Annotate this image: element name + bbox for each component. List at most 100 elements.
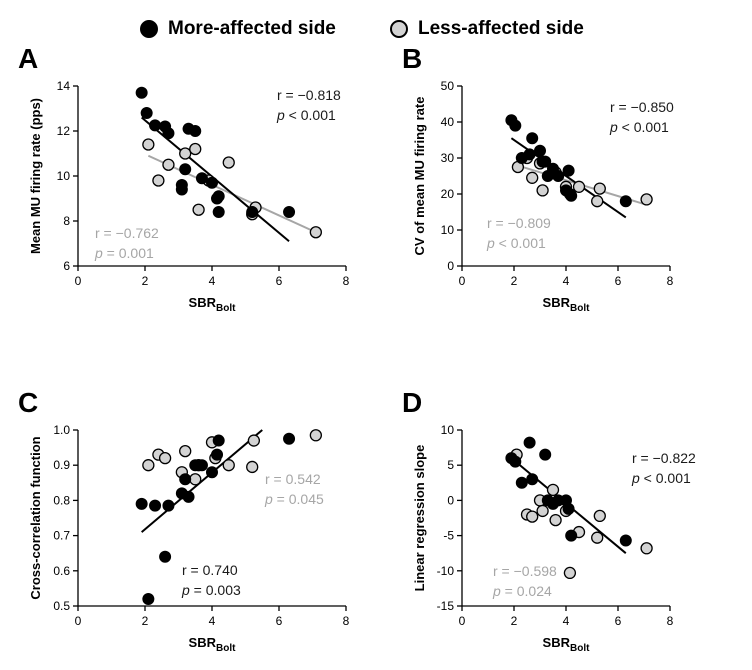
x-axis-title-main: SBR [543, 295, 571, 310]
x-axis-title-main: SBR [189, 295, 217, 310]
data-point-more [509, 455, 522, 468]
data-point-less [526, 510, 539, 523]
data-point-more [182, 490, 195, 503]
data-point-more [565, 529, 578, 542]
stat-p-less: p = 0.001 [94, 245, 154, 261]
stat-r-more: r = 0.740 [182, 562, 238, 578]
data-point-more [212, 434, 225, 447]
y-tick-label: 10 [441, 423, 455, 437]
x-tick-label: 8 [667, 274, 674, 288]
data-point-less [563, 566, 577, 580]
legend-less-label: Less-affected side [418, 18, 584, 39]
stat-p-more: p < 0.001 [609, 119, 669, 135]
data-point-more [211, 448, 224, 461]
stat-r-less: r = −0.598 [493, 563, 557, 579]
y-tick-label: 14 [57, 79, 71, 93]
y-tick-label: 0.7 [53, 529, 70, 543]
data-point-less [189, 473, 202, 486]
data-point-more [526, 132, 539, 145]
y-tick-label: 0.8 [53, 493, 70, 507]
data-point-less [546, 483, 560, 496]
data-point-less [536, 184, 549, 197]
stat-p-symbol: p [94, 245, 103, 261]
data-point-less [591, 195, 604, 208]
x-tick-label: 0 [459, 274, 466, 288]
panel-c: C 0.5 0.6 0.7 0.8 0.9 1.0 0 2 4 6 8 SBRBolt Cross-cor… [18, 387, 350, 654]
data-point-more [179, 163, 192, 176]
x-axis-title: SBRBolt [543, 295, 591, 314]
data-point-less [247, 434, 261, 447]
x-tick-label: 0 [75, 614, 82, 628]
panel-d: D -15 -10 -5 0 5 10 0 2 4 6 8 SBRBolt Linear regressi… [402, 387, 696, 654]
panel-letter: A [18, 43, 38, 74]
stat-r-less: r = −0.762 [95, 225, 159, 241]
data-point-more [619, 195, 632, 208]
data-point-more [534, 144, 546, 157]
y-tick-label: 5 [447, 458, 454, 472]
y-axis-title: Mean MU firing rate (pps) [28, 98, 43, 254]
data-point-less [142, 138, 155, 151]
stat-r-more: r = −0.818 [277, 87, 341, 103]
y-tick-label: 30 [441, 151, 455, 165]
x-axis-title-main: SBR [189, 635, 217, 650]
data-point-less [222, 156, 235, 169]
data-point-more [212, 190, 225, 203]
stat-r-more: r = −0.850 [610, 99, 674, 115]
y-tick-label: 0.9 [53, 458, 70, 472]
x-axis-title: SBRBolt [543, 635, 591, 654]
data-point-less [179, 147, 192, 160]
stat-p-less: p = 0.045 [264, 491, 324, 507]
data-point-less [593, 182, 606, 195]
stat-p-symbol: p [631, 470, 640, 486]
x-tick-label: 6 [276, 274, 283, 288]
data-point-less [536, 504, 549, 518]
y-tick-label: 8 [63, 214, 70, 228]
y-axis-title: Linear regression slope [412, 445, 427, 592]
data-point-more [283, 432, 296, 445]
stat-p-value: = 0.045 [273, 491, 324, 507]
x-tick-label: 2 [142, 614, 149, 628]
stat-p-less: p < 0.001 [486, 235, 546, 251]
data-point-more [283, 206, 296, 218]
data-point-less [591, 531, 604, 544]
stat-p-value: < 0.001 [640, 470, 691, 486]
data-point-more [162, 499, 175, 512]
stat-p-more: p < 0.001 [276, 107, 336, 123]
y-tick-label: 6 [63, 259, 70, 273]
data-point-more [175, 179, 188, 191]
panel-letter: B [402, 43, 422, 74]
x-axis-title-main: SBR [543, 635, 571, 650]
y-axis-title: CV of mean MU firing rate [412, 97, 427, 256]
data-point-less [549, 513, 562, 527]
stat-p-symbol: p [609, 119, 618, 135]
stat-p-value: < 0.001 [495, 235, 546, 251]
data-point-less [189, 142, 202, 156]
x-tick-label: 2 [511, 274, 518, 288]
x-tick-label: 2 [511, 614, 518, 628]
data-point-more [206, 176, 218, 189]
data-point-less [526, 171, 539, 184]
data-point-less [222, 459, 235, 472]
data-point-more [523, 148, 536, 161]
data-point-more [140, 107, 153, 119]
data-point-more [206, 466, 218, 479]
data-point-more [179, 473, 192, 486]
stat-r-less: r = −0.809 [487, 215, 551, 231]
x-axis-title-sub: Bolt [216, 303, 236, 314]
x-tick-label: 0 [75, 274, 82, 288]
y-tick-label: 50 [441, 79, 455, 93]
data-point-more [565, 189, 578, 202]
y-tick-label: 1.0 [53, 423, 70, 437]
x-axis-title-sub: Bolt [216, 643, 236, 654]
data-point-less [572, 180, 586, 193]
stat-r-less: r = 0.542 [265, 471, 321, 487]
stat-p-more: p < 0.001 [631, 470, 691, 486]
stat-p-value: = 0.001 [103, 245, 154, 261]
data-point-more [562, 502, 575, 515]
x-axis-title: SBRBolt [189, 295, 237, 314]
stat-p-symbol: p [264, 491, 273, 507]
stat-p-symbol: p [486, 235, 495, 251]
y-tick-label: 10 [57, 169, 71, 183]
legend-less-affected: Less-affected side [390, 18, 584, 40]
